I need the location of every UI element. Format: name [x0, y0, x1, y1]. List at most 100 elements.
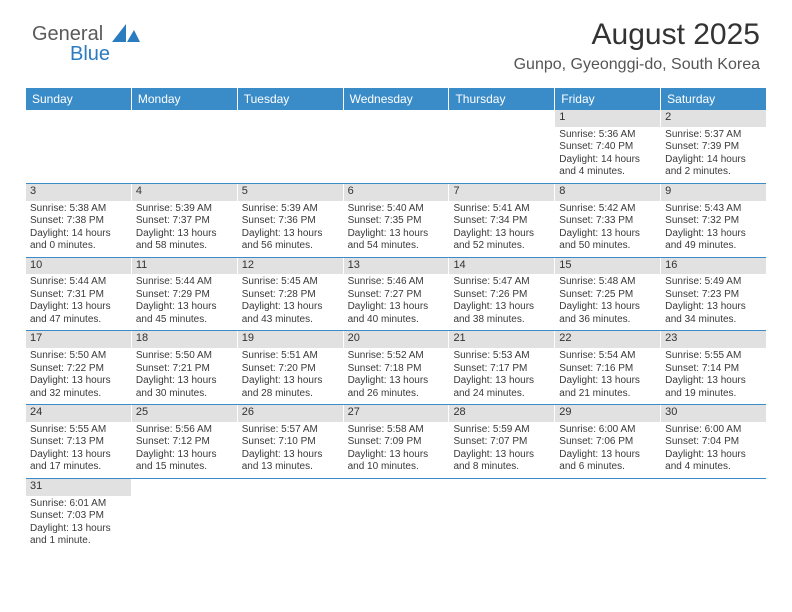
day-number: 26 [238, 405, 343, 422]
sunrise-text: Sunrise: 5:39 AM [136, 203, 233, 216]
daylight-text: Daylight: 13 hours [242, 228, 339, 241]
day-number: 5 [238, 184, 343, 201]
daylight-text: and 40 minutes. [348, 314, 445, 327]
logo-word2: Blue [70, 43, 110, 65]
day-headers-row: SundayMondayTuesdayWednesdayThursdayFrid… [26, 88, 766, 110]
daylight-text: and 17 minutes. [30, 461, 127, 474]
sunrise-text: Sunrise: 5:50 AM [136, 350, 233, 363]
day-header: Saturday [661, 88, 766, 110]
daylight-text: Daylight: 13 hours [30, 449, 127, 462]
daylight-text: Daylight: 13 hours [453, 375, 550, 388]
sunset-text: Sunset: 7:18 PM [348, 363, 445, 376]
day-cell: 2Sunrise: 5:37 AMSunset: 7:39 PMDaylight… [661, 110, 766, 183]
day-details: Sunrise: 5:41 AMSunset: 7:34 PMDaylight:… [449, 201, 554, 257]
empty-cell [344, 110, 450, 183]
daylight-text: and 0 minutes. [30, 240, 127, 253]
day-details: Sunrise: 5:42 AMSunset: 7:33 PMDaylight:… [555, 201, 660, 257]
daylight-text: and 47 minutes. [30, 314, 127, 327]
day-details: Sunrise: 5:43 AMSunset: 7:32 PMDaylight:… [661, 201, 766, 257]
day-number: 31 [26, 479, 131, 496]
daylight-text: Daylight: 13 hours [453, 449, 550, 462]
sunrise-text: Sunrise: 5:58 AM [348, 424, 445, 437]
sunrise-text: Sunrise: 5:53 AM [453, 350, 550, 363]
day-cell: 5Sunrise: 5:39 AMSunset: 7:36 PMDaylight… [238, 184, 344, 257]
day-cell: 28Sunrise: 5:59 AMSunset: 7:07 PMDayligh… [449, 405, 555, 478]
daylight-text: Daylight: 13 hours [242, 301, 339, 314]
sunset-text: Sunset: 7:21 PM [136, 363, 233, 376]
sunrise-text: Sunrise: 5:46 AM [348, 276, 445, 289]
day-details: Sunrise: 5:49 AMSunset: 7:23 PMDaylight:… [661, 274, 766, 330]
day-details: Sunrise: 5:50 AMSunset: 7:21 PMDaylight:… [132, 348, 237, 404]
daylight-text: and 26 minutes. [348, 388, 445, 401]
day-header: Wednesday [344, 88, 450, 110]
sunrise-text: Sunrise: 6:01 AM [30, 498, 127, 511]
sunrise-text: Sunrise: 5:36 AM [559, 129, 656, 142]
sunset-text: Sunset: 7:31 PM [30, 289, 127, 302]
sunrise-text: Sunrise: 5:44 AM [136, 276, 233, 289]
day-cell: 7Sunrise: 5:41 AMSunset: 7:34 PMDaylight… [449, 184, 555, 257]
daylight-text: Daylight: 13 hours [453, 228, 550, 241]
daylight-text: and 38 minutes. [453, 314, 550, 327]
day-number: 25 [132, 405, 237, 422]
sunrise-text: Sunrise: 5:43 AM [665, 203, 762, 216]
sunset-text: Sunset: 7:09 PM [348, 436, 445, 449]
daylight-text: and 6 minutes. [559, 461, 656, 474]
empty-cell [238, 479, 344, 552]
day-number: 7 [449, 184, 554, 201]
sunrise-text: Sunrise: 5:55 AM [30, 424, 127, 437]
sunset-text: Sunset: 7:39 PM [665, 141, 762, 154]
daylight-text: Daylight: 13 hours [136, 301, 233, 314]
day-number: 27 [344, 405, 449, 422]
daylight-text: Daylight: 13 hours [242, 449, 339, 462]
day-number: 29 [555, 405, 660, 422]
day-cell: 30Sunrise: 6:00 AMSunset: 7:04 PMDayligh… [661, 405, 766, 478]
empty-cell [449, 479, 555, 552]
daylight-text: Daylight: 13 hours [30, 523, 127, 536]
logo-icon [112, 20, 142, 47]
day-details: Sunrise: 5:55 AMSunset: 7:14 PMDaylight:… [661, 348, 766, 404]
daylight-text: and 43 minutes. [242, 314, 339, 327]
daylight-text: and 4 minutes. [665, 461, 762, 474]
daylight-text: Daylight: 13 hours [665, 449, 762, 462]
sunrise-text: Sunrise: 5:56 AM [136, 424, 233, 437]
sunrise-text: Sunrise: 5:49 AM [665, 276, 762, 289]
daylight-text: and 49 minutes. [665, 240, 762, 253]
sunrise-text: Sunrise: 5:50 AM [30, 350, 127, 363]
day-details: Sunrise: 5:39 AMSunset: 7:37 PMDaylight:… [132, 201, 237, 257]
day-details: Sunrise: 5:44 AMSunset: 7:31 PMDaylight:… [26, 274, 131, 330]
daylight-text: and 50 minutes. [559, 240, 656, 253]
sunrise-text: Sunrise: 6:00 AM [665, 424, 762, 437]
day-number: 1 [555, 110, 660, 127]
day-details: Sunrise: 5:40 AMSunset: 7:35 PMDaylight:… [344, 201, 449, 257]
daylight-text: and 10 minutes. [348, 461, 445, 474]
day-number: 17 [26, 331, 131, 348]
day-number: 14 [449, 258, 554, 275]
day-cell: 8Sunrise: 5:42 AMSunset: 7:33 PMDaylight… [555, 184, 661, 257]
empty-cell [238, 110, 344, 183]
daylight-text: Daylight: 13 hours [348, 449, 445, 462]
week-row: 24Sunrise: 5:55 AMSunset: 7:13 PMDayligh… [26, 404, 766, 478]
daylight-text: Daylight: 13 hours [665, 375, 762, 388]
sunset-text: Sunset: 7:38 PM [30, 215, 127, 228]
daylight-text: and 45 minutes. [136, 314, 233, 327]
sunrise-text: Sunrise: 5:40 AM [348, 203, 445, 216]
sunrise-text: Sunrise: 5:38 AM [30, 203, 127, 216]
day-details: Sunrise: 5:38 AMSunset: 7:38 PMDaylight:… [26, 201, 131, 257]
daylight-text: Daylight: 13 hours [348, 228, 445, 241]
empty-cell [132, 110, 238, 183]
day-cell: 16Sunrise: 5:49 AMSunset: 7:23 PMDayligh… [661, 258, 766, 331]
sunset-text: Sunset: 7:13 PM [30, 436, 127, 449]
sunrise-text: Sunrise: 5:48 AM [559, 276, 656, 289]
sunset-text: Sunset: 7:34 PM [453, 215, 550, 228]
day-cell: 6Sunrise: 5:40 AMSunset: 7:35 PMDaylight… [344, 184, 450, 257]
sunset-text: Sunset: 7:22 PM [30, 363, 127, 376]
day-header: Monday [132, 88, 238, 110]
day-number: 8 [555, 184, 660, 201]
sunset-text: Sunset: 7:17 PM [453, 363, 550, 376]
daylight-text: Daylight: 13 hours [30, 375, 127, 388]
sunrise-text: Sunrise: 5:51 AM [242, 350, 339, 363]
day-cell: 11Sunrise: 5:44 AMSunset: 7:29 PMDayligh… [132, 258, 238, 331]
empty-cell [449, 110, 555, 183]
daylight-text: and 32 minutes. [30, 388, 127, 401]
daylight-text: Daylight: 14 hours [30, 228, 127, 241]
